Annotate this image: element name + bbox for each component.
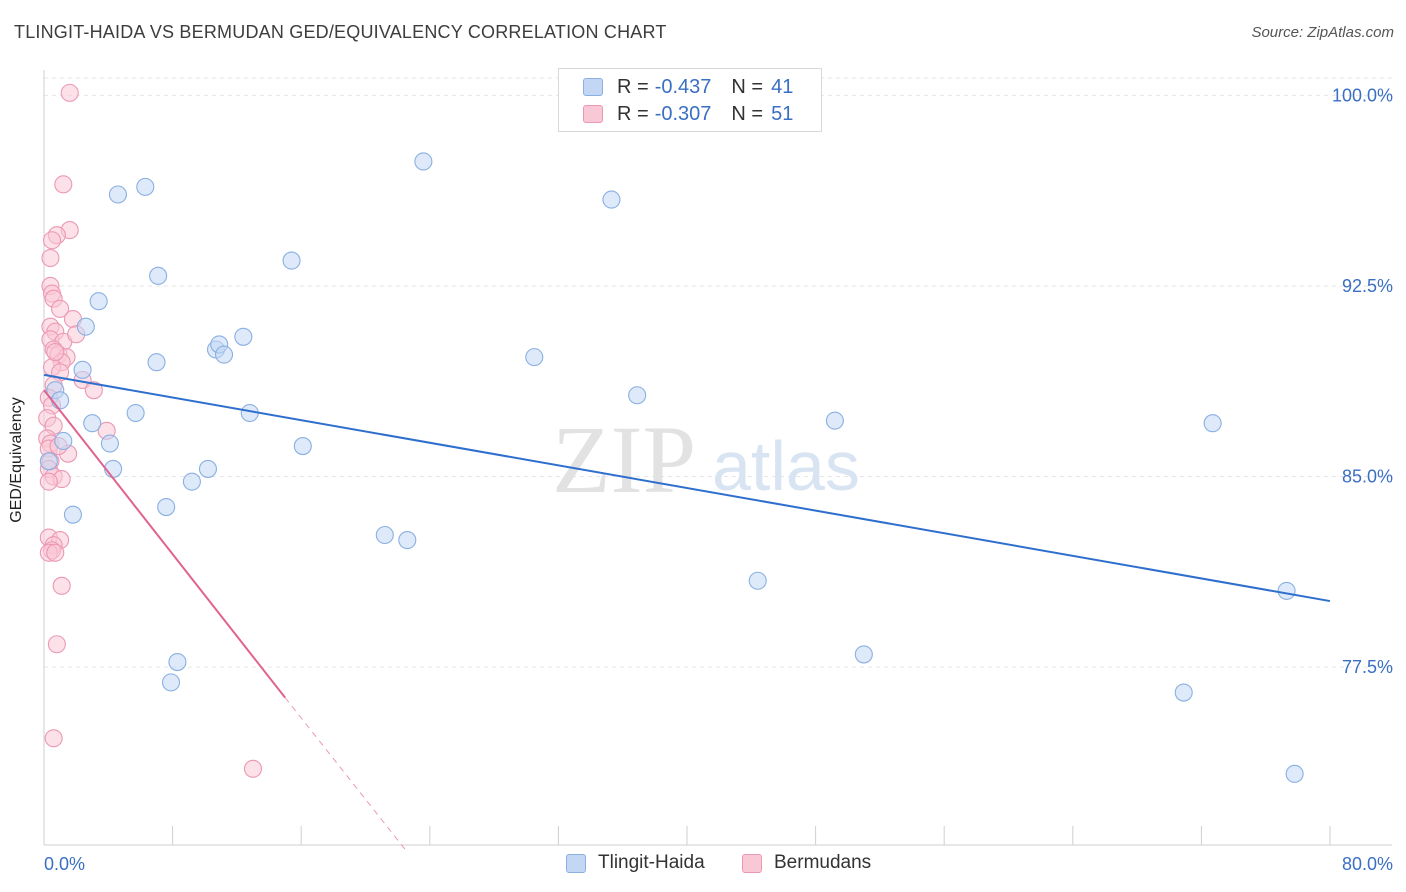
bermudans-point xyxy=(51,299,70,318)
bermudans-point xyxy=(41,248,60,268)
legend-r-value: -0.307 xyxy=(654,102,712,125)
tlingit-haida-point xyxy=(108,185,127,204)
tlingit-haida-point xyxy=(525,348,544,367)
bermudans-point xyxy=(47,635,66,654)
tlingit-haida-point xyxy=(83,414,102,433)
legend-swatch-pink xyxy=(583,105,603,123)
tlingit-haida-point xyxy=(51,391,70,410)
watermark-zip: ZIP xyxy=(552,406,696,513)
series-legend-label: Tlingit-Haida xyxy=(598,852,705,873)
tlingit-haida-points xyxy=(39,152,1304,783)
legend-n-label: N = xyxy=(731,102,764,125)
series-legend-tlingit-haida[interactable]: Tlingit-Haida xyxy=(566,852,705,874)
legend-r-label: R = xyxy=(617,102,649,125)
correlation-legend: R = -0.437 N = 41 R = -0.307 N = 51 xyxy=(558,68,822,132)
legend-n-label: N = xyxy=(731,75,764,98)
bermudans-point xyxy=(84,381,103,400)
legend-n-value: 51 xyxy=(771,102,794,125)
tlingit-haida-point xyxy=(104,459,123,478)
series-swatch-pink xyxy=(742,853,762,873)
grid-lines xyxy=(44,77,1392,668)
bermudans-point xyxy=(54,175,73,194)
series-swatch-blue xyxy=(566,853,586,873)
tlingit-haida-point xyxy=(100,434,119,453)
series-legend-bermudans[interactable]: Bermudans xyxy=(742,852,871,874)
tlingit-haida-point xyxy=(168,652,187,672)
x-tick-label: 0.0% xyxy=(44,854,85,874)
tlingit-haida-point xyxy=(1285,764,1304,783)
y-tick-label: 85.0% xyxy=(1342,467,1393,487)
tlingit-haida-point xyxy=(76,317,95,336)
x-tick-label: 80.0% xyxy=(1342,854,1393,874)
trendlines xyxy=(43,373,1331,851)
bermudans-point xyxy=(52,576,71,595)
tlingit-haida-point xyxy=(398,531,417,550)
watermark-atlas: atlas xyxy=(712,427,860,505)
bermudans-point xyxy=(39,472,58,491)
legend-n-value: 41 xyxy=(771,75,794,98)
bermudans-point xyxy=(60,83,79,102)
tlingit-haida-point xyxy=(157,497,176,517)
y-tick-label: 77.5% xyxy=(1342,657,1393,677)
tlingit-haida-point xyxy=(126,403,145,423)
series-legend: Tlingit-Haida Bermudans xyxy=(0,852,1406,876)
bermudans-point xyxy=(44,729,63,748)
tlingit-haida-point xyxy=(748,571,767,590)
source-label: Source: ZipAtlas.com xyxy=(1251,24,1394,41)
legend-swatch-blue xyxy=(583,78,603,96)
tlingit-haida-point xyxy=(234,327,253,346)
bermudans-point xyxy=(42,231,62,250)
tlingit-haida-point xyxy=(161,673,181,692)
tlingit-haida-point xyxy=(214,345,234,364)
tlingit-haida-point xyxy=(89,292,108,311)
tlingit-haida-point xyxy=(414,152,433,171)
tlingit-haida-point xyxy=(628,386,647,405)
tlingit-haida-point xyxy=(39,452,58,471)
watermark: ZIP atlas xyxy=(552,406,860,513)
tlingit-haida-point xyxy=(1203,414,1222,433)
legend-row-tlingit-haida: R = -0.437 N = 41 xyxy=(583,75,793,99)
tlingit-haida-trendline xyxy=(43,373,1331,603)
bermudans-trendline xyxy=(43,389,286,699)
tlingit-haida-point xyxy=(73,360,92,379)
tlingit-haida-point xyxy=(854,645,873,664)
tlingit-haida-point xyxy=(198,459,218,478)
tlingit-haida-point xyxy=(136,177,155,196)
tlingit-haida-point xyxy=(147,353,166,372)
tlingit-haida-point xyxy=(149,266,168,285)
bermudans-point xyxy=(46,543,65,562)
tlingit-haida-point xyxy=(282,251,301,270)
bermudans-point xyxy=(46,342,65,362)
bermudans-trendline-extension xyxy=(284,697,407,851)
series-legend-label: Bermudans xyxy=(774,852,872,873)
tick-labels: 77.5% 85.0% 92.5% 100.0% 0.0% 80.0% xyxy=(44,85,1393,874)
tlingit-haida-point xyxy=(182,472,201,491)
bermudans-point xyxy=(243,759,263,778)
tlingit-haida-point xyxy=(825,411,844,430)
legend-r-value: -0.437 xyxy=(654,75,712,98)
legend-row-bermudans: R = -0.307 N = 51 xyxy=(583,102,793,126)
tlingit-haida-point xyxy=(54,431,73,451)
y-tick-label: 92.5% xyxy=(1342,276,1393,296)
tlingit-haida-point xyxy=(602,190,621,209)
y-tick-label: 100.0% xyxy=(1332,85,1393,105)
chart-title: TLINGIT-HAIDA VS BERMUDAN GED/EQUIVALENC… xyxy=(14,22,667,42)
tlingit-haida-point xyxy=(1277,581,1296,600)
tlingit-haida-point xyxy=(293,437,312,456)
tlingit-haida-point xyxy=(1174,683,1193,702)
tlingit-haida-point xyxy=(63,505,82,524)
tlingit-haida-point xyxy=(375,525,394,545)
legend-r-label: R = xyxy=(617,75,649,98)
